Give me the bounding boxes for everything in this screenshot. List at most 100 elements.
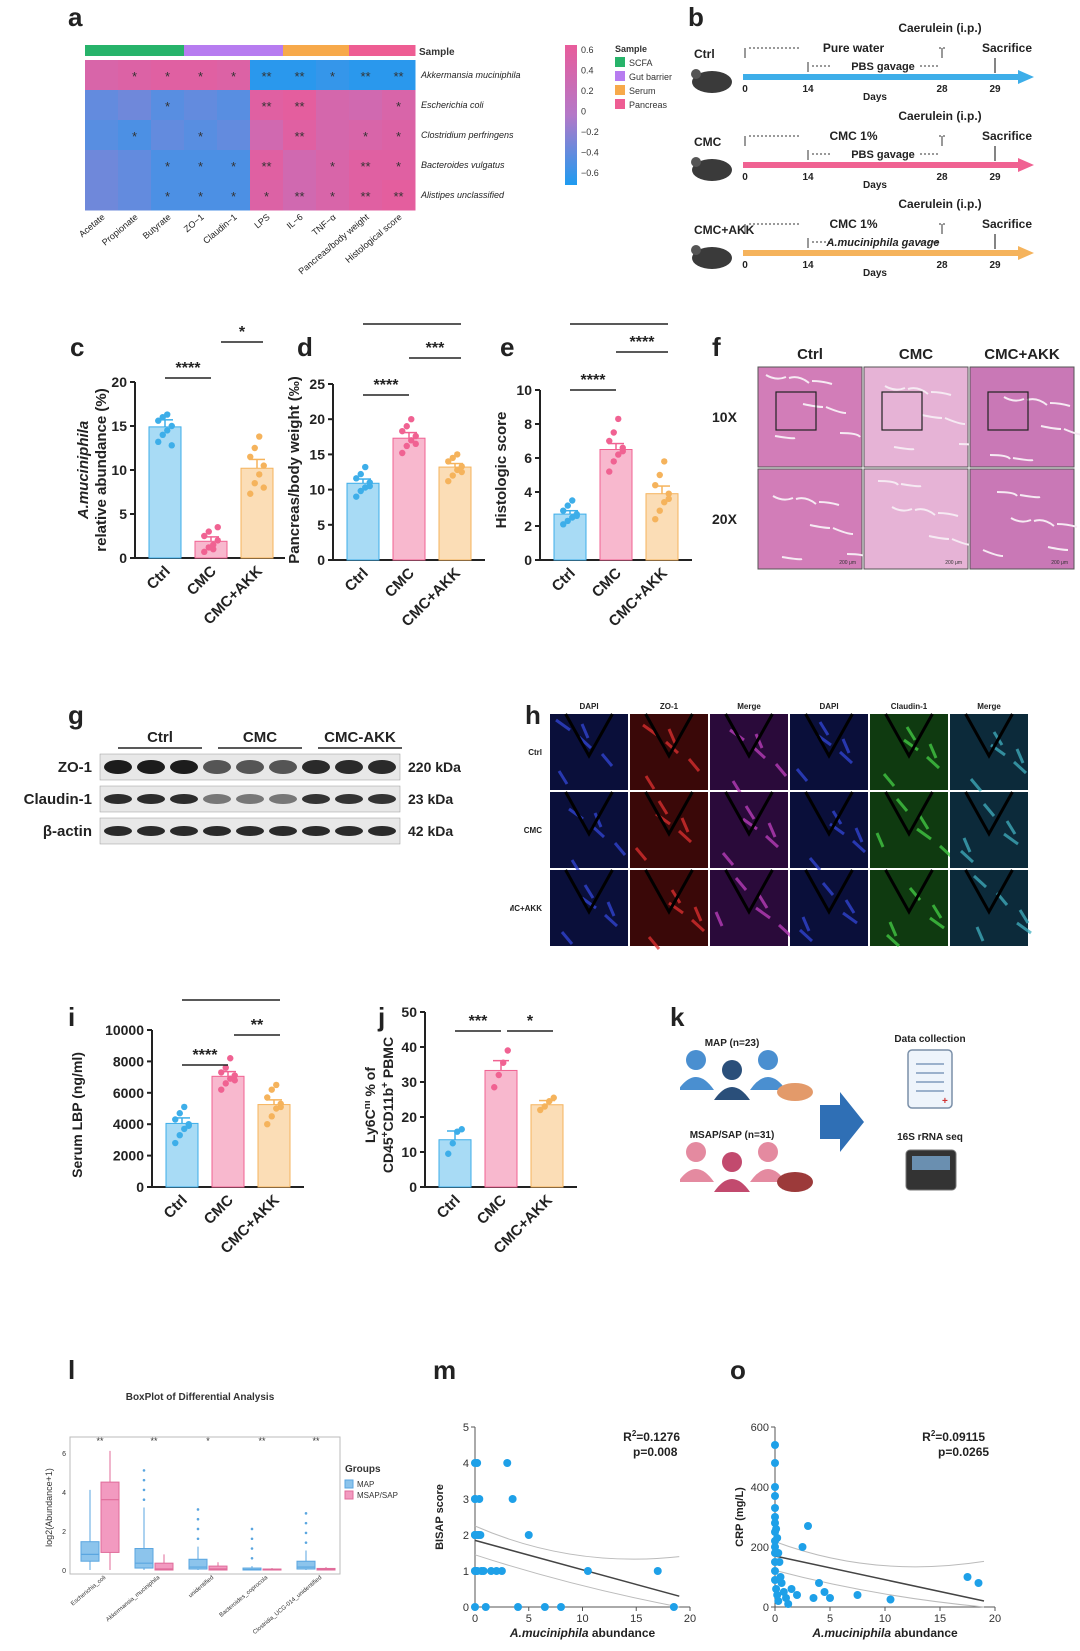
histology-image — [757, 366, 863, 468]
if-signal — [903, 738, 919, 752]
y-tick-label: 400 — [751, 1482, 769, 1494]
y-tick-label: 1 — [463, 1566, 469, 1578]
sample-bar-cell — [283, 45, 317, 56]
tissue-septum — [1047, 546, 1069, 551]
y-label-sup: hi — [365, 1100, 373, 1109]
zoom-box — [881, 391, 923, 431]
blot-band — [104, 760, 132, 774]
heatmap-row-label: Bacteroides vulgatus — [421, 160, 505, 170]
blot-band — [203, 794, 231, 804]
if-row-label: CMC+AKK — [510, 904, 542, 913]
significance-label: ** — [312, 1436, 320, 1446]
outlier-point — [196, 1537, 200, 1541]
sacrifice-label: Sacrifice — [982, 41, 1032, 55]
sample-bar-cell — [184, 45, 218, 56]
box — [296, 1560, 316, 1570]
blot-kda-label: 42 kDa — [408, 823, 453, 839]
if-signal — [928, 743, 938, 759]
if-signal — [1018, 909, 1030, 924]
y-tick-label: 6 — [62, 1451, 66, 1458]
heatmap-cell — [85, 120, 119, 151]
colorbar-tick: 0.4 — [581, 66, 594, 76]
x-tick-label: CMC — [474, 1192, 510, 1228]
if-signal — [962, 837, 972, 853]
sacrifice-label: Sacrifice — [982, 217, 1032, 231]
data-point — [155, 438, 162, 446]
x-axis-label: A.muciniphila abundance — [509, 1626, 656, 1640]
data-point — [656, 471, 663, 479]
data-point — [362, 463, 369, 471]
heatmap-star: ** — [261, 159, 271, 174]
data-point — [669, 1603, 678, 1611]
tissue-septum — [937, 512, 959, 517]
data-point — [168, 442, 175, 449]
tissue-septum — [811, 380, 833, 385]
if-signal — [925, 755, 941, 770]
clipboard-cross: + — [942, 1096, 948, 1107]
sample-bar-cell — [118, 45, 152, 56]
data-point — [403, 442, 410, 450]
if-image — [710, 870, 788, 946]
data-point — [449, 1140, 456, 1147]
significance-label: **** — [176, 360, 202, 377]
y-tick-label: 2000 — [113, 1148, 144, 1164]
x-tick-label: Akkermansia_muciniphila — [105, 1575, 161, 1624]
y-axis-label: Ly6Chi % ofCD45+CD11b+ PBMC — [365, 1037, 396, 1173]
data-point — [772, 1585, 781, 1593]
day-tick: 14 — [802, 84, 814, 95]
if-lumen — [804, 713, 854, 759]
colorbar-tick: 0 — [581, 107, 586, 117]
heatmap-cell — [118, 180, 152, 211]
heatmap-cell — [217, 180, 251, 211]
y-tick-label: 20 — [111, 374, 127, 390]
tissue-septum — [893, 446, 915, 451]
x-label-rest: abundance — [891, 1626, 958, 1640]
x-tick-label: CMC — [184, 563, 220, 599]
if-lumen — [564, 869, 614, 915]
if-lumen — [564, 713, 614, 759]
tissue-septum — [891, 506, 913, 512]
x-tick-label: Bacteroides_coprocola — [219, 1575, 270, 1619]
significance-label: ** — [251, 1017, 264, 1034]
if-col-label: ZO-1 — [660, 702, 679, 711]
y-tick-label: 20 — [401, 1109, 417, 1125]
if-col-label: Merge — [977, 702, 1001, 711]
box — [188, 1558, 208, 1570]
data-point — [231, 1077, 238, 1084]
heatmap-star: ** — [294, 99, 304, 114]
y-axis-label: Histologic score — [493, 412, 510, 529]
if-signal — [918, 815, 930, 830]
if-signal — [1005, 820, 1017, 835]
x-tick-label: Ctrl — [549, 565, 579, 595]
if-signal — [808, 857, 822, 871]
heatmap-cell — [151, 60, 185, 91]
data-point — [771, 1519, 779, 1527]
outlier-point — [142, 1469, 146, 1472]
data-point — [172, 1116, 179, 1123]
if-image — [710, 714, 788, 790]
if-signal — [801, 916, 811, 932]
significance-label: * — [616, 320, 623, 323]
data-point — [787, 1585, 796, 1593]
y-tick-label: 0 — [409, 1179, 417, 1195]
if-row-label: CMC — [524, 826, 542, 835]
histology-col-label: CMC — [899, 346, 933, 363]
heatmap-star: * — [396, 99, 401, 114]
if-image — [710, 792, 788, 868]
y-tick-label: 0 — [763, 1602, 769, 1614]
data-point — [777, 1579, 786, 1587]
regression-line — [774, 1555, 985, 1602]
data-point — [963, 1573, 972, 1581]
heatmap-star: ** — [360, 69, 370, 84]
y-axis-label-rest: relative abundance (%) — [93, 388, 110, 551]
panel-m-scatter: 0 5 10 15 20012345R2=0.1276p=0.008A.muciniph… — [434, 1422, 696, 1640]
x-axis-label: A.muciniphila abundance — [811, 1626, 958, 1640]
if-image — [790, 714, 868, 790]
data-point — [214, 537, 221, 544]
data-point — [445, 458, 452, 465]
p-value-label: p=0.008 — [633, 1445, 678, 1459]
mouse-icon — [692, 247, 732, 269]
significance-label: ** — [96, 1436, 104, 1446]
if-signal — [744, 805, 756, 820]
y-axis-label: BISAP score — [434, 1484, 446, 1550]
